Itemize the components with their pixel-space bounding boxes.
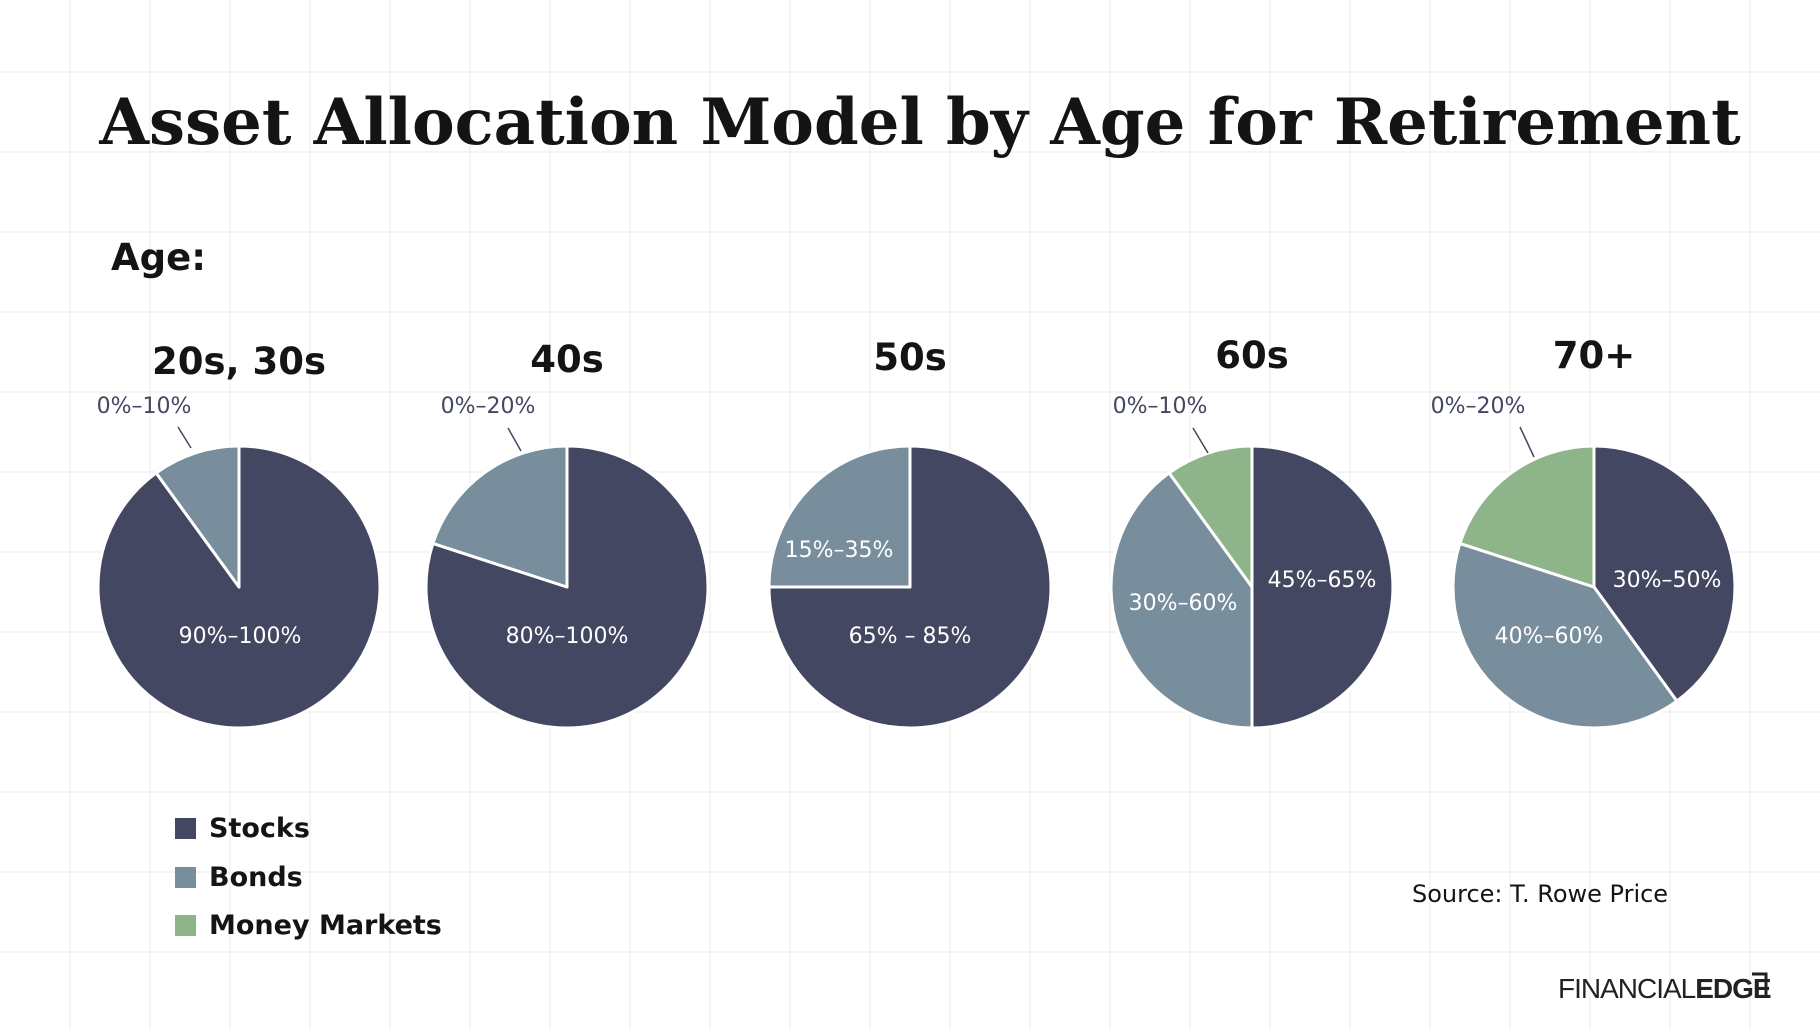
pie-charts: 20s, 30s 90%–100% 0%–10% 40s 80%–100% 0%–20% 5… xyxy=(96,334,1737,730)
label-leader-line xyxy=(1192,427,1209,454)
chart-title: Asset Allocation Model by Age for Retire… xyxy=(98,85,1741,160)
pie-slice-bonds xyxy=(431,444,569,589)
label-leader-line xyxy=(1519,426,1535,458)
pie-category-label: 70+ xyxy=(1553,334,1636,377)
legend-label-stocks: Stocks xyxy=(209,813,310,844)
label-leader-line xyxy=(507,427,522,452)
pie-category-label: 50s xyxy=(873,336,947,379)
pie-slice-bonds xyxy=(1109,471,1254,730)
legend-swatch-bonds xyxy=(175,867,196,888)
slice-data-label: 90%–100% xyxy=(179,624,302,649)
pie-slice-bonds xyxy=(1451,541,1679,730)
slice-data-label: 45%–65% xyxy=(1268,568,1377,593)
pie-slice-stocks xyxy=(767,444,1053,730)
brand-word-light: FINANCIAL xyxy=(1558,973,1696,1004)
brand-mark-icon xyxy=(1752,972,1768,996)
pie-category-label: 20s, 30s xyxy=(152,340,326,383)
pie-slice-bonds xyxy=(154,444,241,589)
svg-text:FINANCIALEDGE: FINANCIALEDGE xyxy=(1558,973,1771,1004)
slice-data-label: 30%–60% xyxy=(1129,591,1238,616)
age-subtitle: Age: xyxy=(111,236,206,279)
legend: Stocks Bonds Money Markets xyxy=(175,813,442,941)
legend-swatch-money-markets xyxy=(175,915,196,936)
pie-slice-money-markets xyxy=(1167,444,1254,589)
pie-4: 60s 45%–65% 30%–60% 0%–10% xyxy=(1109,334,1395,730)
pie-slice-stocks xyxy=(1250,444,1395,730)
pie-slice-money-markets xyxy=(1458,444,1596,589)
slice-data-label: 0%–20% xyxy=(441,394,536,419)
slice-data-label: 0%–20% xyxy=(1431,394,1526,419)
slice-data-label: 0%–10% xyxy=(1113,394,1208,419)
pie-category-label: 60s xyxy=(1215,334,1289,377)
pie-2: 40s 80%–100% 0%–20% xyxy=(424,338,710,730)
legend-swatch-stocks xyxy=(175,818,196,839)
slice-data-label: 40%–60% xyxy=(1495,624,1604,649)
pie-slice-bonds xyxy=(767,444,912,589)
slice-data-label: 80%–100% xyxy=(506,624,629,649)
legend-label-bonds: Bonds xyxy=(209,862,303,893)
legend-label-money-markets: Money Markets xyxy=(209,910,442,941)
pie-5: 70+ 30%–50% 40%–60% 0%–20% xyxy=(1431,334,1737,730)
brand-word-bold: EDGE xyxy=(1695,973,1771,1004)
slice-data-label: 0%–10% xyxy=(97,394,192,419)
label-leader-line xyxy=(177,426,192,449)
pie-1: 20s, 30s 90%–100% 0%–10% xyxy=(96,340,382,730)
slice-data-label: 65% – 85% xyxy=(849,624,972,649)
pie-slice-stocks xyxy=(1592,444,1737,703)
financial-edge-logo: FINANCIALEDGE xyxy=(1558,972,1772,1004)
pie-3: 50s 65% – 85% 15%–35% xyxy=(767,336,1053,730)
pie-category-label: 40s xyxy=(530,338,604,381)
source-note: Source: T. Rowe Price xyxy=(1412,880,1668,908)
slice-data-label: 30%–50% xyxy=(1613,568,1722,593)
slice-data-label: 15%–35% xyxy=(785,538,894,563)
